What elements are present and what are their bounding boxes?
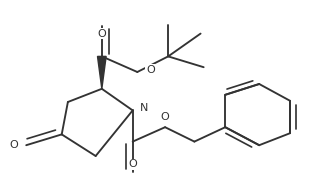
Text: O: O: [98, 29, 106, 39]
Polygon shape: [98, 56, 106, 89]
Text: O: O: [146, 65, 155, 75]
Text: O: O: [128, 159, 137, 169]
Text: O: O: [161, 112, 169, 122]
Text: O: O: [10, 140, 18, 150]
Text: N: N: [139, 103, 148, 113]
